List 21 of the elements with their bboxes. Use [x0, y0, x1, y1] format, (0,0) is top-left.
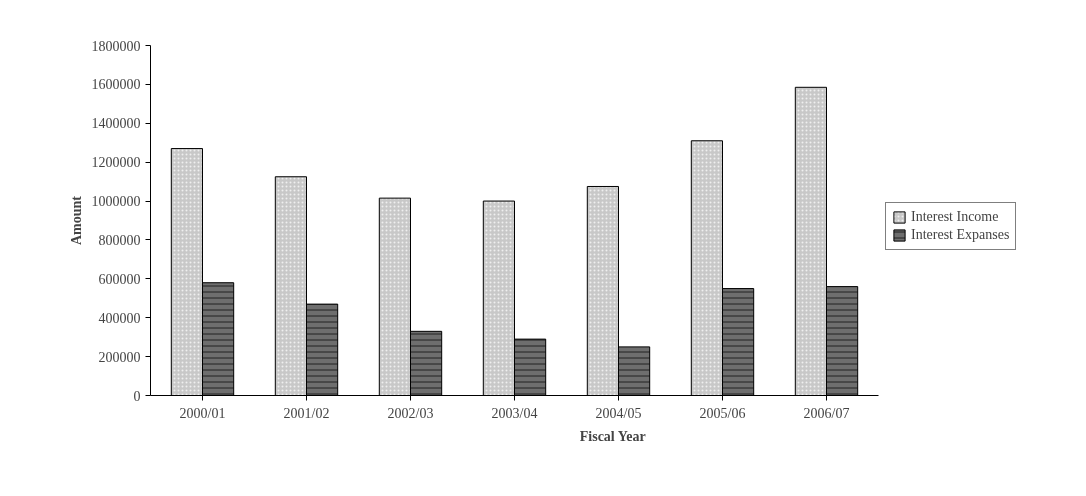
y-tick-label: 1000000 — [91, 194, 141, 210]
x-tick-label: 2005/06 — [699, 405, 746, 421]
y-tick-label: 1600000 — [91, 77, 141, 93]
y-tick-label: 0 — [133, 388, 141, 404]
y-tick-label: 1800000 — [91, 38, 141, 54]
legend-label: Interest Income — [911, 209, 999, 225]
x-tick-label: 2001/02 — [283, 405, 330, 421]
x-tick-label: 2004/05 — [595, 405, 642, 421]
y-axis-title: Amount — [68, 195, 84, 245]
y-tick-label: 400000 — [98, 310, 141, 326]
x-tick-label: 2000/01 — [179, 405, 226, 421]
x-tick-label: 2006/07 — [803, 405, 850, 421]
y-tick-label: 200000 — [98, 349, 141, 365]
y-tick-label: 600000 — [98, 271, 141, 287]
x-axis-title: Fiscal Year — [579, 428, 646, 444]
y-tick-label: 1200000 — [91, 155, 141, 171]
x-tick-label: 2002/03 — [387, 405, 434, 421]
x-tick-label: 2003/04 — [491, 405, 538, 421]
y-tick-label: 800000 — [98, 232, 141, 248]
y-tick-label: 1400000 — [91, 116, 141, 132]
legend-label: Interest Expanses — [911, 227, 1010, 243]
